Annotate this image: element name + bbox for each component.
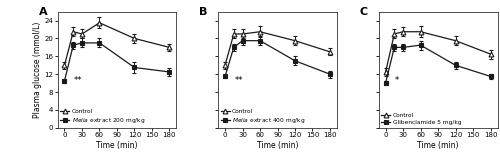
Legend: Control, Glibenclamide 5 mg/kg: Control, Glibenclamide 5 mg/kg bbox=[382, 113, 461, 125]
X-axis label: Time (min): Time (min) bbox=[257, 141, 298, 150]
Text: B: B bbox=[199, 7, 207, 17]
Legend: Control, $\mathit{Melia}$ extract 400 mg/kg: Control, $\mathit{Melia}$ extract 400 mg… bbox=[221, 109, 306, 125]
Legend: Control, $\mathit{Melia}$ extract 200 mg/kg: Control, $\mathit{Melia}$ extract 200 mg… bbox=[60, 109, 145, 125]
Text: A: A bbox=[38, 7, 47, 17]
Text: *: * bbox=[395, 76, 399, 85]
Y-axis label: Plasma glucose (mmol/L): Plasma glucose (mmol/L) bbox=[32, 22, 42, 118]
Text: **: ** bbox=[74, 76, 82, 85]
X-axis label: Time (min): Time (min) bbox=[418, 141, 459, 150]
X-axis label: Time (min): Time (min) bbox=[96, 141, 138, 150]
Text: **: ** bbox=[234, 76, 243, 85]
Text: C: C bbox=[360, 7, 368, 17]
